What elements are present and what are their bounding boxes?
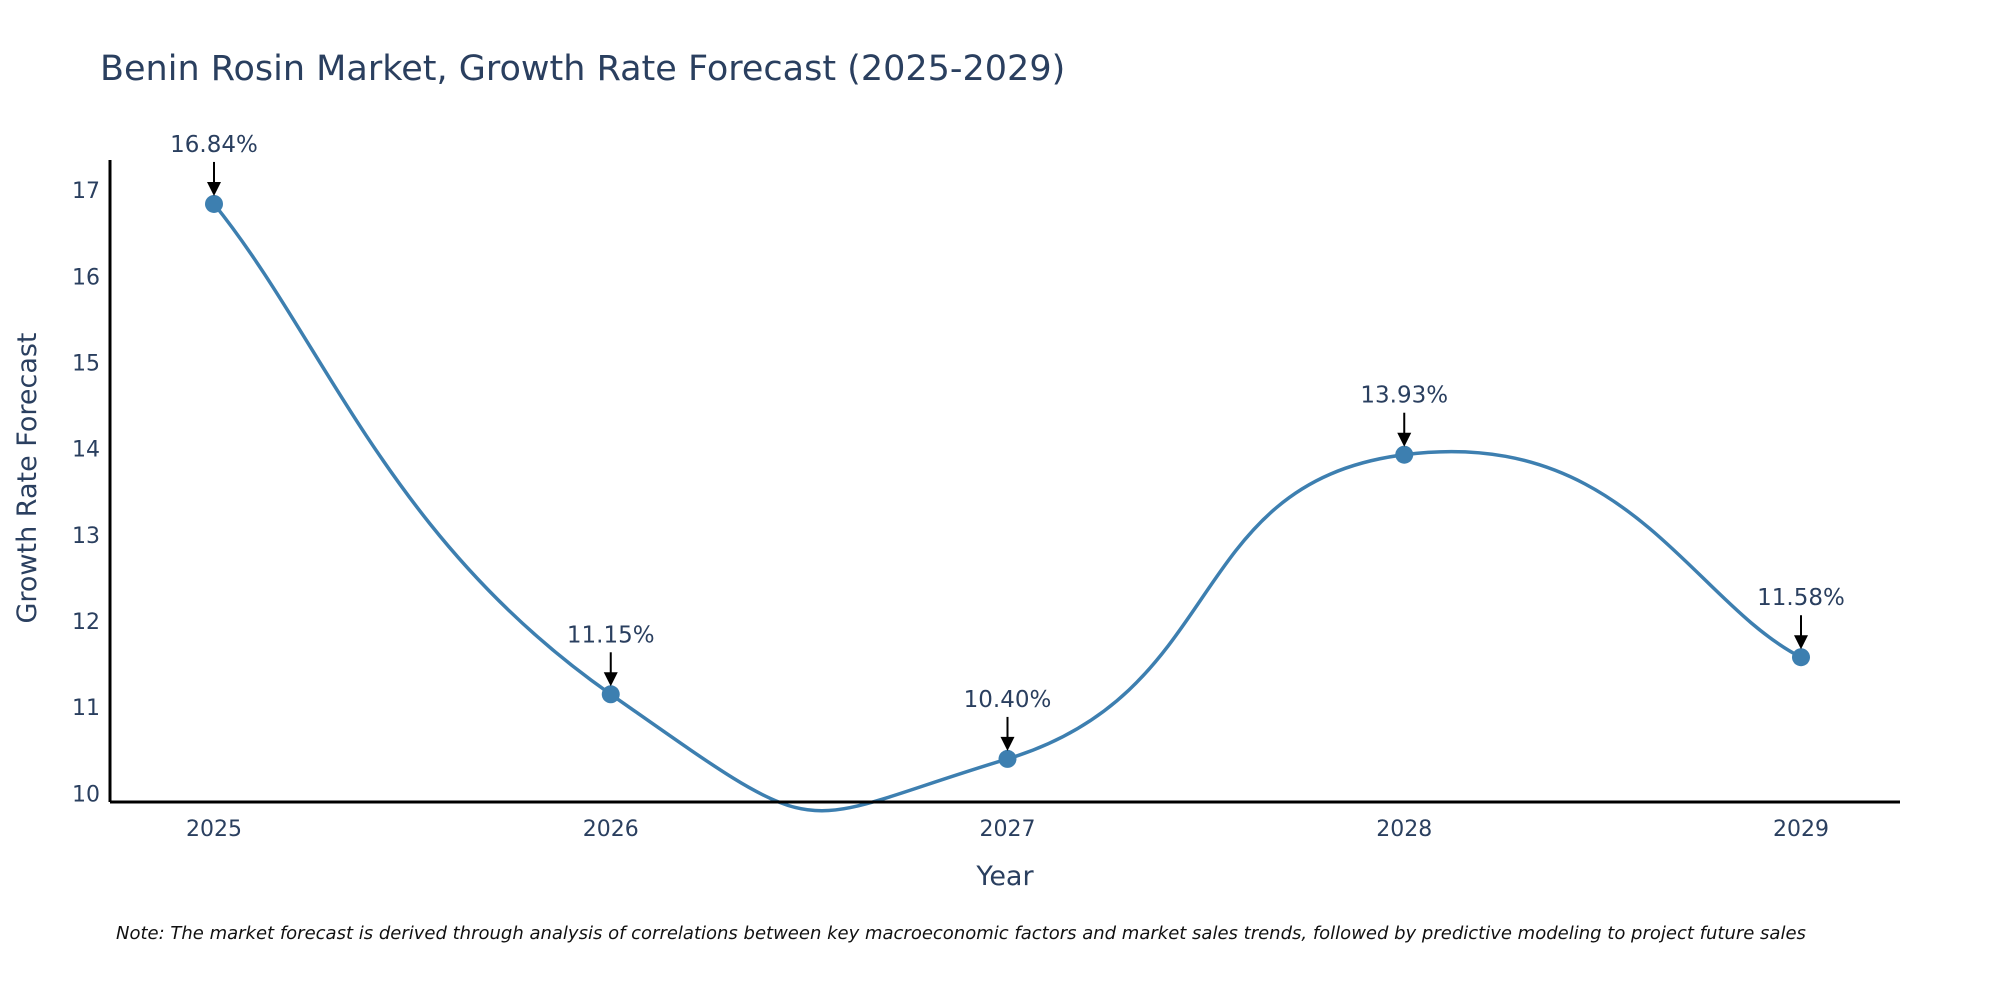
y-axis-title: Growth Rate Forecast	[12, 332, 43, 623]
y-tick-label: 13	[72, 524, 100, 549]
annotation-arrow-head	[1794, 635, 1808, 650]
annotation-label: 11.15%	[567, 622, 655, 648]
data-annotation: 11.15%	[567, 622, 655, 687]
data-annotations: 16.84% 11.15% 10.40% 13.93% 11.58%	[170, 132, 1845, 751]
x-axis-ticks: 2025 2026 2027 2028 2029	[186, 817, 1829, 842]
data-point-marker	[998, 749, 1017, 768]
annotation-arrow-head	[603, 672, 618, 687]
data-point-marker	[205, 194, 223, 213]
chart-note: Note: The market forecast is derived thr…	[116, 923, 1806, 944]
annotation-label: 16.84%	[170, 132, 258, 158]
annotation-label: 13.93%	[1360, 383, 1448, 409]
data-point-marker	[1792, 648, 1810, 667]
data-point-marker	[601, 685, 620, 704]
annotation-label: 10.40%	[964, 687, 1052, 713]
y-axis-ticks: 10 11 12 13 14 15 16 17	[72, 179, 100, 807]
y-tick-label: 12	[72, 610, 100, 635]
annotation-arrow-head	[1000, 736, 1015, 751]
x-tick-label: 2028	[1376, 817, 1432, 842]
x-tick-label: 2026	[583, 817, 639, 842]
x-tick-label: 2029	[1773, 817, 1829, 842]
data-point-marker	[1395, 445, 1414, 464]
data-annotation: 11.58%	[1757, 585, 1845, 650]
y-tick-label: 15	[72, 352, 100, 377]
data-annotation: 13.93%	[1360, 383, 1448, 447]
x-tick-label: 2025	[186, 817, 242, 842]
y-tick-label: 10	[72, 782, 100, 807]
data-annotation: 10.40%	[964, 687, 1052, 751]
y-tick-label: 11	[72, 696, 100, 721]
annotation-label: 11.58%	[1757, 585, 1845, 611]
y-tick-label: 14	[72, 438, 100, 463]
annotation-arrow-head	[207, 181, 221, 196]
chart-title: Benin Rosin Market, Growth Rate Forecast…	[100, 49, 1065, 89]
y-tick-label: 17	[72, 179, 100, 204]
annotation-arrow-head	[1397, 432, 1412, 447]
data-markers	[205, 194, 1810, 768]
data-annotation: 16.84%	[170, 132, 258, 196]
x-axis-title: Year	[975, 861, 1034, 892]
x-tick-label: 2027	[980, 817, 1036, 842]
y-tick-label: 16	[72, 265, 100, 290]
